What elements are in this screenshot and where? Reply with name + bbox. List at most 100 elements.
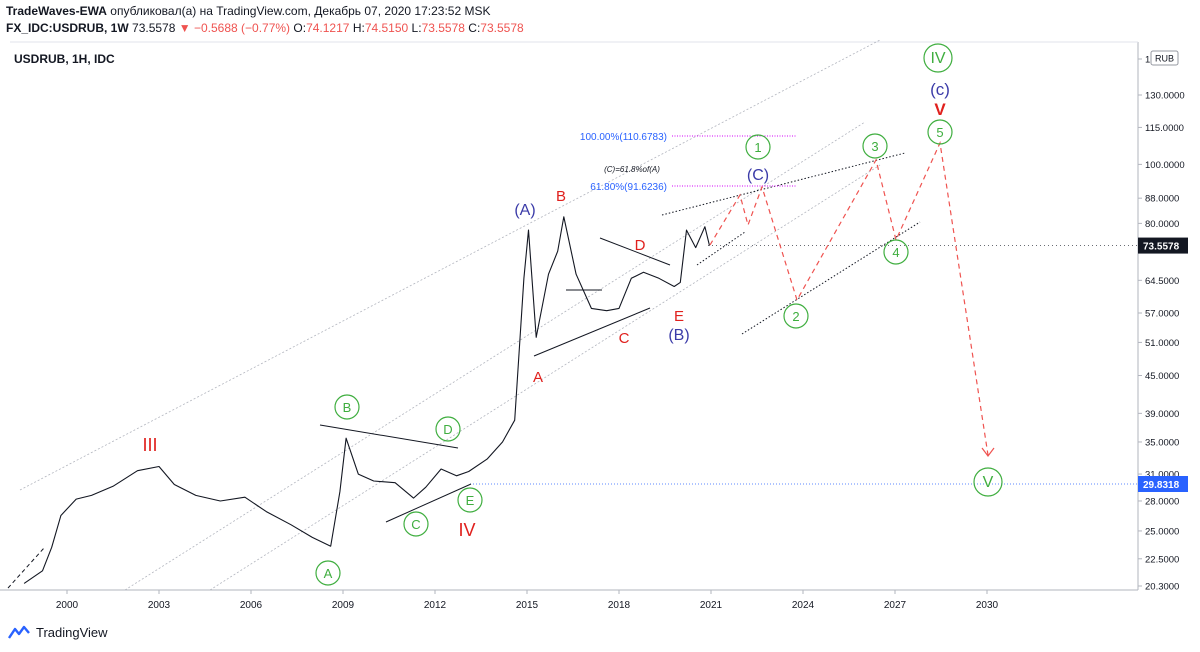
wave-label: V: [983, 474, 994, 491]
footer-brand: TradingView: [36, 624, 108, 640]
level-tag: 29.8318: [1143, 480, 1180, 491]
wave-circle: [883, 239, 909, 265]
footer: TradingView: [8, 624, 108, 640]
wave-circle: [334, 394, 360, 420]
triangle-trendline: [385, 483, 472, 523]
low-value: 73.5578: [421, 21, 465, 35]
wave-label: IV: [930, 50, 945, 67]
author-name: TradeWaves-EWA: [6, 4, 107, 18]
y-tick-label: 64.5000: [1145, 276, 1179, 287]
wave-label: 3: [871, 139, 878, 154]
channel-line: [209, 164, 881, 591]
last-price-tag: 73.5578: [1143, 242, 1180, 253]
published-text: опубликовал(а) на TradingView.com, Декаб…: [110, 4, 491, 18]
wave-label: V: [934, 100, 946, 119]
fib-100-label: 100.00%(110.6783): [580, 132, 667, 143]
close-label: C:: [468, 21, 481, 35]
forecast-channel-line: [661, 152, 906, 216]
x-tick-label: 2021: [700, 600, 723, 611]
wave-label: 5: [936, 125, 943, 140]
y-tick-label: 39.0000: [1145, 409, 1179, 420]
wave-circle: [435, 416, 461, 442]
y-tick-label: 28.0000: [1145, 496, 1179, 507]
triangle-trendline: [319, 424, 459, 449]
wave-label: A: [533, 369, 543, 386]
open-label: O:: [293, 21, 307, 35]
open-value: 74.1217: [306, 21, 350, 35]
wave-circle: [973, 467, 1003, 497]
fib-618-label: 61.80%(91.6236): [590, 182, 667, 193]
x-tick-label: 2006: [240, 600, 263, 611]
channel-line: [19, 39, 881, 491]
tradingview-logo-icon: [8, 625, 30, 639]
wave-label: D: [635, 237, 646, 254]
y-tick-label: 130.0000: [1145, 91, 1185, 102]
y-tick-label: 57.0000: [1145, 309, 1179, 320]
wave-circle: [923, 43, 953, 73]
wave-label: B: [343, 400, 352, 415]
wave-label: III: [142, 435, 157, 455]
wave-label: 1: [754, 140, 761, 155]
x-tick-label: 2003: [148, 600, 171, 611]
y-tick-label: 115.0000: [1145, 123, 1184, 134]
x-tick-label: 2000: [56, 600, 79, 611]
wave-label: (B): [668, 327, 689, 344]
wave-circle: [862, 133, 888, 159]
wave-circle: [315, 560, 341, 586]
wave-label: IV: [458, 520, 475, 540]
currency-badge: RUB: [1155, 54, 1174, 64]
triangle-trendline: [533, 307, 651, 357]
wave-label: E: [466, 493, 475, 508]
price-change: −0.5688 (−0.77%): [193, 21, 291, 35]
chart-title: USDRUB, 1H, IDC: [14, 52, 115, 66]
wave-label: 2: [792, 309, 799, 324]
low-label: L:: [411, 21, 422, 35]
wave-label: E: [674, 308, 684, 325]
y-tick-label: 35.0000: [1145, 437, 1179, 448]
wave-label: (A): [514, 202, 535, 219]
last-price-tag-box: [1138, 237, 1188, 254]
triangle-trendline: [599, 237, 671, 266]
wave-label: 4: [892, 245, 899, 260]
level-tag-box: [1138, 476, 1188, 492]
wave-label: C: [619, 330, 630, 347]
y-tick-label: 20.3000: [1145, 582, 1179, 593]
high-label: H:: [352, 21, 365, 35]
history-dashed-line: [7, 547, 45, 589]
forecast-channel-line: [696, 231, 746, 266]
wave-label: D: [443, 422, 452, 437]
wave-label: (c): [930, 80, 950, 99]
x-tick-label: 2018: [608, 600, 631, 611]
y-tick-label: 22.5000: [1145, 554, 1179, 565]
close-value: 73.5578: [480, 21, 524, 35]
fib-note: (C)=61.8%of(A): [604, 165, 660, 174]
x-tick-label: 2012: [424, 600, 447, 611]
wave-circle: [403, 511, 429, 537]
y-tick-label: 25.0000: [1145, 526, 1179, 537]
wave-circle: [745, 134, 771, 160]
currency-badge-box: [1150, 50, 1179, 66]
forecast-arrowhead: [981, 447, 995, 457]
usdrub-price-line: [23, 216, 711, 584]
x-tick-label: 2009: [332, 600, 355, 611]
channel-line: [124, 121, 866, 591]
y-tick-label: 1: [1145, 55, 1150, 66]
y-tick-label: 100.0000: [1145, 160, 1185, 171]
wave-circle: [927, 119, 953, 145]
high-value: 74.5150: [364, 21, 409, 35]
y-tick-label: 80.0000: [1145, 219, 1179, 230]
symbol-info: FX_IDC:USDRUB, 1W 73.5578 ▼ −0.5688 (−0.…: [6, 21, 524, 35]
y-tick-label: 88.0000: [1145, 194, 1179, 205]
down-arrow-icon: ▼: [178, 21, 191, 35]
forecast-path: [709, 140, 989, 456]
wave-label: C: [411, 517, 420, 532]
wave-circle: [457, 487, 483, 513]
publish-info: TradeWaves-EWA опубликовал(а) на Trading…: [6, 4, 490, 18]
wave-label: (C): [747, 167, 769, 184]
wave-label: B: [556, 188, 566, 205]
x-tick-label: 2024: [792, 600, 815, 611]
x-tick-label: 2030: [976, 600, 999, 611]
wave-label: A: [324, 566, 333, 581]
y-tick-label: 31.0000: [1145, 470, 1179, 481]
